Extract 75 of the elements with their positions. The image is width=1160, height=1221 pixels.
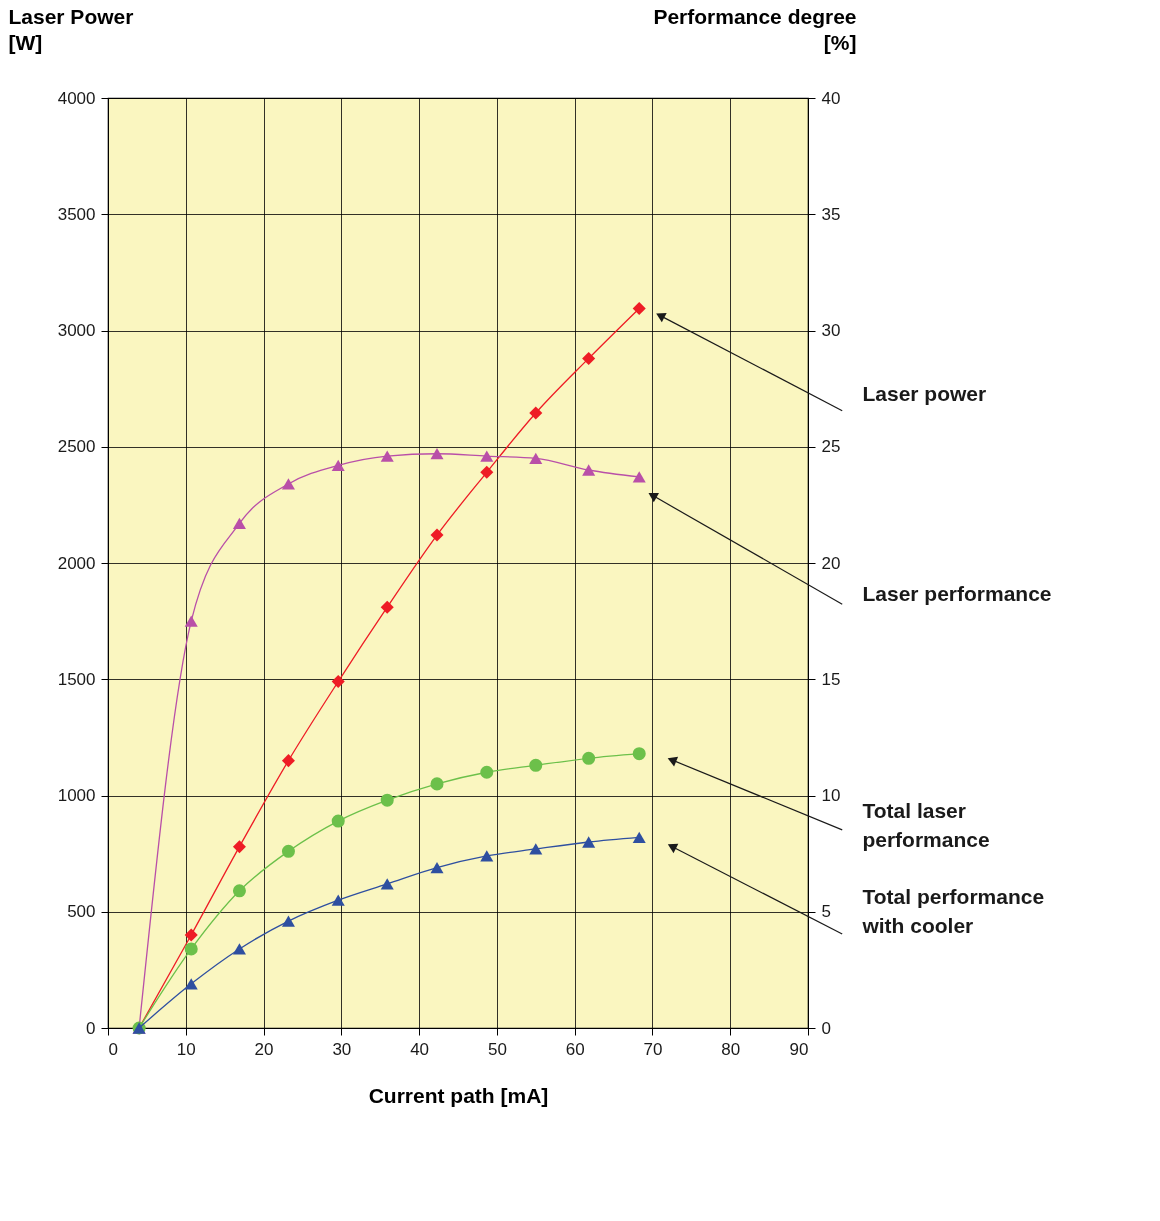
point xyxy=(582,751,596,765)
annotation: Total performance with cooler xyxy=(861,885,1045,938)
point xyxy=(281,915,295,927)
x-tick-label: 60 xyxy=(565,1039,585,1059)
point xyxy=(380,450,394,462)
y-tick-label: 4000 xyxy=(57,88,96,108)
y-tick-label: 1500 xyxy=(57,669,96,689)
x-axis-title: Current path [mA] xyxy=(368,1083,549,1107)
point xyxy=(380,793,394,807)
y-tick-label: 0 xyxy=(86,1018,96,1038)
y2-tick-label: 15 xyxy=(821,669,841,689)
point xyxy=(430,777,444,791)
y2-tick-label: 5 xyxy=(821,902,831,922)
point xyxy=(232,840,246,854)
x-tick-label: 40 xyxy=(410,1039,430,1059)
point xyxy=(480,850,494,862)
point xyxy=(184,928,198,942)
y-tick-label: 1000 xyxy=(57,786,96,805)
y-tick-label: 3000 xyxy=(57,321,96,340)
y2-tick-label: 40 xyxy=(821,88,841,108)
point xyxy=(430,448,444,460)
y2-tick-label: 35 xyxy=(821,204,841,224)
x-tick-label: 10 xyxy=(176,1039,196,1059)
x-tick-label: 70 xyxy=(643,1039,663,1059)
point xyxy=(632,831,646,843)
x-tick-label: 0 xyxy=(108,1039,118,1059)
y-tick-label: 2000 xyxy=(57,553,96,573)
point xyxy=(582,351,596,365)
point xyxy=(430,861,444,874)
point xyxy=(529,406,543,420)
y2-axis-title: Performance degree [%] xyxy=(653,4,857,54)
point xyxy=(380,878,394,890)
x-tick-label: 20 xyxy=(254,1039,274,1059)
y2-tick-label: 0 xyxy=(821,1018,831,1038)
y2-tick-label: 20 xyxy=(821,553,841,573)
point xyxy=(582,836,596,848)
point xyxy=(281,754,295,768)
annotation: Laser performance xyxy=(862,581,1052,605)
point xyxy=(632,747,646,761)
point xyxy=(480,465,494,479)
y-tick-label: 2500 xyxy=(57,437,96,457)
point xyxy=(281,844,295,858)
point xyxy=(331,814,345,828)
annotation: Total laser performance xyxy=(862,798,990,851)
point xyxy=(331,894,345,906)
point xyxy=(529,843,543,855)
point xyxy=(380,600,394,614)
y-tick-label: 500 xyxy=(67,902,96,922)
point xyxy=(529,758,543,772)
x-tick-label: 80 xyxy=(721,1039,741,1059)
annotation: Laser power xyxy=(862,381,987,405)
point xyxy=(430,528,444,542)
y2-tick-label: 25 xyxy=(821,437,841,457)
point xyxy=(184,615,198,627)
point xyxy=(632,471,646,483)
point xyxy=(632,301,646,315)
point xyxy=(184,978,198,990)
point xyxy=(232,943,246,955)
point xyxy=(529,452,543,465)
point xyxy=(480,450,494,462)
point xyxy=(331,675,345,689)
x-tick-label: 90 xyxy=(789,1039,809,1059)
point xyxy=(184,942,198,956)
point xyxy=(232,517,246,530)
x-tick-label: 30 xyxy=(332,1039,352,1059)
y2-tick-label: 30 xyxy=(821,321,841,340)
point xyxy=(331,459,345,471)
point xyxy=(582,464,596,476)
x-tick-label: 50 xyxy=(487,1039,507,1059)
point xyxy=(281,478,295,490)
y2-tick-label: 10 xyxy=(821,786,841,805)
point xyxy=(480,765,494,779)
y-axis-title: Laser Power [W] xyxy=(8,4,134,54)
y-tick-label: 3500 xyxy=(57,204,96,224)
point xyxy=(232,884,246,898)
